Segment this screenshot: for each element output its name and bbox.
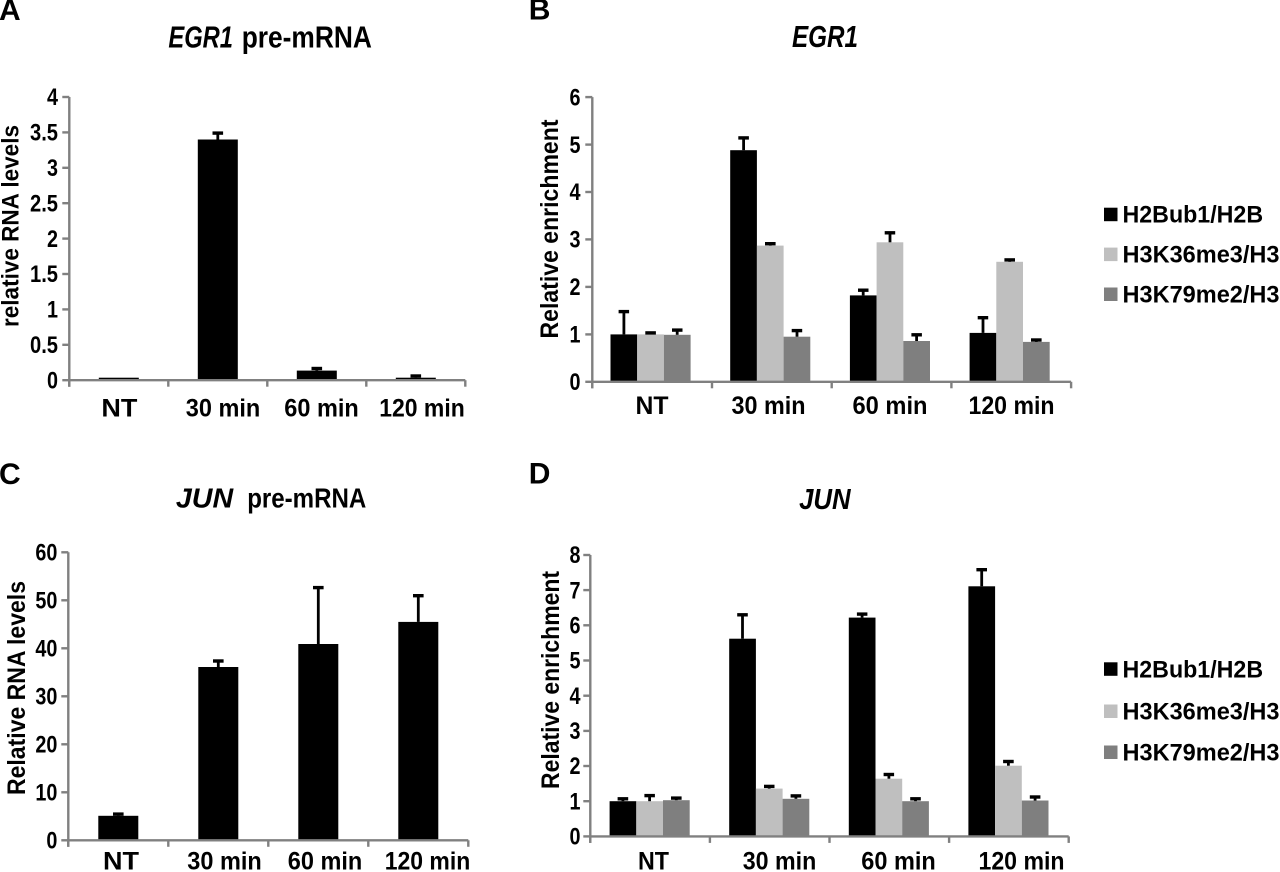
svg-text:50: 50 — [35, 588, 57, 615]
svg-text:0: 0 — [570, 369, 581, 396]
svg-text:5: 5 — [570, 132, 581, 159]
svg-text:30: 30 — [35, 684, 57, 711]
svg-text:pre-mRNA: pre-mRNA — [242, 19, 372, 54]
svg-text:3: 3 — [570, 718, 581, 745]
svg-text:2.5: 2.5 — [30, 190, 58, 217]
svg-text:2: 2 — [47, 226, 58, 253]
svg-text:H2Bub1/H2B: H2Bub1/H2B — [1123, 202, 1264, 229]
svg-text:Relative enrichment: Relative enrichment — [536, 119, 564, 339]
svg-text:B: B — [529, 0, 551, 27]
svg-text:EGR1: EGR1 — [792, 19, 858, 54]
svg-text:NT: NT — [638, 848, 669, 872]
svg-text:H3K79me2/H3: H3K79me2/H3 — [1123, 281, 1280, 308]
svg-text:pre-mRNA: pre-mRNA — [247, 483, 366, 514]
svg-text:H3K79me2/H3: H3K79me2/H3 — [1123, 739, 1280, 766]
svg-text:4: 4 — [47, 84, 59, 111]
svg-text:1: 1 — [570, 322, 581, 349]
svg-text:JUN: JUN — [799, 484, 851, 516]
svg-text:H3K36me3/H3: H3K36me3/H3 — [1123, 242, 1280, 269]
svg-text:60 min: 60 min — [861, 848, 936, 872]
svg-text:20: 20 — [35, 732, 57, 759]
svg-text:40: 40 — [35, 636, 57, 663]
svg-text:EGR1: EGR1 — [168, 19, 233, 54]
svg-text:6: 6 — [570, 84, 581, 111]
svg-text:120 min: 120 min — [385, 847, 471, 872]
svg-text:3.5: 3.5 — [30, 120, 58, 147]
svg-text:60 min: 60 min — [284, 394, 359, 422]
svg-text:4: 4 — [570, 179, 582, 206]
svg-text:JUN: JUN — [176, 483, 234, 514]
svg-text:Relative enrichment: Relative enrichment — [537, 570, 565, 789]
svg-text:30 min: 30 min — [743, 848, 817, 872]
svg-text:4: 4 — [570, 683, 582, 710]
svg-text:30 min: 30 min — [732, 392, 806, 420]
svg-text:H3K36me3/H3: H3K36me3/H3 — [1123, 698, 1280, 725]
svg-text:0: 0 — [47, 367, 58, 394]
svg-text:D: D — [529, 457, 551, 490]
svg-text:30 min: 30 min — [186, 394, 261, 422]
svg-text:60 min: 60 min — [288, 847, 363, 872]
svg-text:1: 1 — [47, 297, 58, 324]
svg-text:relative RNA levels: relative RNA levels — [0, 125, 25, 327]
svg-text:0.5: 0.5 — [30, 332, 58, 359]
svg-text:NT: NT — [636, 392, 669, 420]
svg-text:1: 1 — [570, 788, 581, 815]
svg-text:Relative RNA levels: Relative RNA levels — [3, 581, 31, 795]
svg-text:H2Bub1/H2B: H2Bub1/H2B — [1123, 656, 1264, 683]
svg-text:2: 2 — [570, 753, 581, 780]
svg-text:60: 60 — [35, 540, 57, 567]
svg-text:3: 3 — [570, 227, 581, 254]
svg-text:60 min: 60 min — [853, 392, 928, 420]
svg-text:7: 7 — [570, 577, 581, 604]
svg-text:5: 5 — [570, 648, 581, 675]
svg-text:10: 10 — [35, 780, 57, 807]
svg-text:0: 0 — [570, 824, 581, 851]
svg-text:A: A — [0, 0, 21, 27]
svg-text:8: 8 — [570, 542, 581, 569]
svg-text:0: 0 — [46, 828, 57, 855]
svg-text:NT: NT — [103, 847, 139, 872]
svg-text:2: 2 — [570, 274, 581, 301]
svg-text:1.5: 1.5 — [30, 261, 58, 288]
svg-text:120 min: 120 min — [969, 392, 1055, 420]
svg-text:NT: NT — [101, 394, 137, 422]
svg-text:C: C — [0, 458, 21, 491]
svg-text:120 min: 120 min — [979, 848, 1065, 872]
svg-text:30 min: 30 min — [187, 847, 262, 872]
svg-text:120 min: 120 min — [379, 394, 465, 422]
svg-text:6: 6 — [570, 613, 581, 640]
svg-text:3: 3 — [47, 155, 58, 182]
